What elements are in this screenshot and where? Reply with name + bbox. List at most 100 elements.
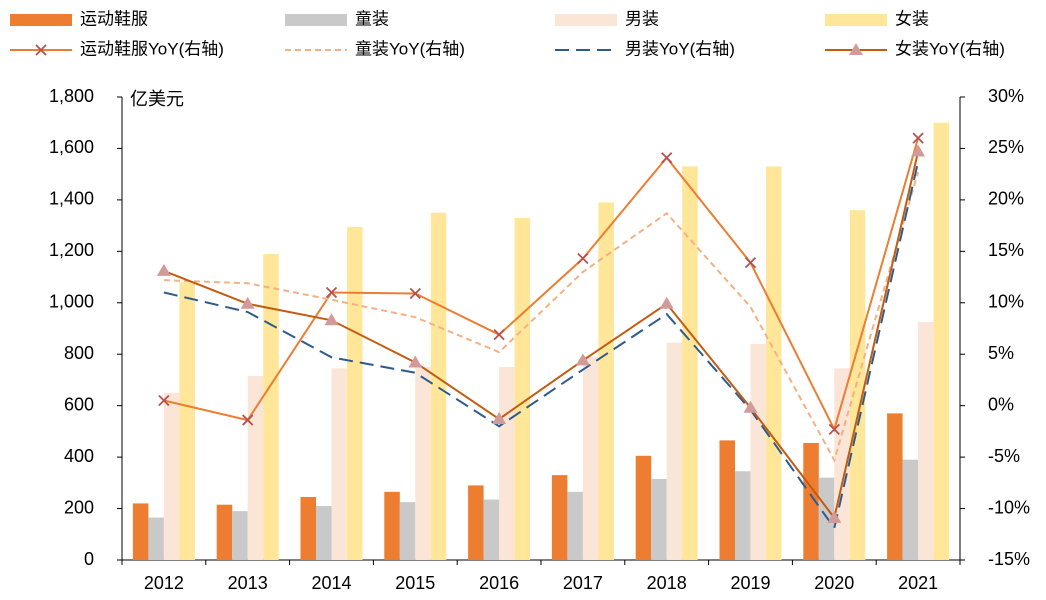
x-tick-label: 2013 — [228, 573, 268, 593]
marker — [409, 287, 421, 300]
y2-tick-label: -10% — [988, 497, 1030, 517]
line — [163, 161, 920, 531]
marker — [661, 152, 673, 164]
bar — [567, 491, 583, 560]
x-tick-label: 2014 — [311, 573, 351, 593]
y2-tick-label: 20% — [988, 189, 1024, 209]
legend-marker — [849, 43, 863, 55]
x-tick-label: 2017 — [563, 573, 603, 593]
marker — [827, 510, 842, 523]
bar — [316, 505, 332, 560]
bar — [263, 253, 279, 560]
marker — [912, 132, 924, 144]
x-tick-label: 2012 — [144, 573, 184, 593]
y-tick-label: 0 — [84, 549, 94, 569]
bar — [232, 511, 248, 560]
marker — [493, 329, 505, 341]
legend-swatch — [285, 14, 347, 26]
marker — [575, 353, 590, 366]
bar — [582, 356, 599, 560]
legend-label: 女装 — [895, 9, 929, 28]
bar — [247, 376, 264, 560]
marker — [325, 286, 338, 299]
legend-swatch — [825, 14, 887, 26]
bar — [933, 122, 950, 560]
x-tick-label: 2018 — [647, 573, 687, 593]
y2-tick-label: 25% — [988, 137, 1024, 157]
line — [163, 171, 920, 463]
line — [163, 151, 920, 521]
x-tick-label: 2015 — [395, 573, 435, 593]
legend-label: 男装 — [625, 9, 659, 28]
marker — [577, 252, 589, 265]
bar — [682, 166, 698, 560]
bar — [300, 496, 316, 560]
x-tick-label: 2016 — [479, 573, 519, 593]
y-tick-label: 1,000 — [49, 292, 94, 312]
bar — [483, 499, 500, 560]
marker — [408, 355, 423, 368]
marker — [324, 313, 339, 326]
legend-swatch — [555, 14, 617, 26]
y-tick-label: 600 — [64, 394, 94, 414]
legend-label: 童装 — [355, 9, 389, 28]
x-tick-label: 2021 — [898, 573, 938, 593]
y-tick-label: 1,400 — [49, 189, 94, 209]
y2-tick-label: -15% — [988, 549, 1030, 569]
marker — [743, 400, 758, 413]
bar — [468, 485, 484, 560]
bar — [803, 442, 819, 560]
marker — [158, 394, 170, 407]
bar — [179, 282, 195, 560]
y-tick-label: 1,800 — [49, 86, 94, 106]
marker — [156, 263, 171, 276]
bar — [499, 367, 515, 560]
y2-tick-label: 10% — [988, 292, 1024, 312]
marker — [744, 257, 757, 269]
bar — [849, 210, 866, 560]
y2-tick-label: 30% — [988, 86, 1024, 106]
bar — [766, 166, 782, 560]
legend-label: 女装YoY(右轴) — [895, 39, 1005, 58]
y-tick-label: 400 — [64, 446, 94, 466]
y-tick-label: 1,600 — [49, 137, 94, 157]
marker — [492, 412, 507, 425]
marker — [911, 144, 926, 157]
marker — [242, 414, 254, 426]
legend-label: 运动鞋服YoY(右轴) — [80, 39, 224, 58]
y-tick-label: 800 — [64, 343, 94, 363]
unit-annotation: 亿美元 — [130, 89, 184, 109]
bar — [598, 202, 614, 560]
bar — [163, 392, 180, 560]
bar — [666, 342, 683, 560]
legend-label: 男装YoY(右轴) — [625, 39, 735, 58]
bar — [719, 440, 735, 560]
legend-swatch — [10, 14, 72, 26]
y2-tick-label: 5% — [988, 343, 1014, 363]
y-tick-label: 200 — [64, 497, 94, 517]
x-tick-label: 2019 — [730, 573, 770, 593]
bar — [347, 226, 363, 560]
bar — [902, 459, 919, 560]
bar — [551, 475, 568, 560]
bar — [635, 455, 652, 560]
y2-tick-label: -5% — [988, 446, 1020, 466]
y2-tick-label: 0% — [988, 394, 1014, 414]
bar — [514, 217, 531, 560]
y2-tick-label: 15% — [988, 240, 1024, 260]
bar — [331, 368, 347, 560]
marker — [828, 423, 840, 435]
legend-label: 运动鞋服 — [80, 9, 148, 28]
line — [163, 137, 920, 433]
bar — [384, 491, 400, 560]
x-tick-label: 2020 — [814, 573, 854, 593]
marker — [659, 296, 674, 309]
bar — [148, 517, 164, 560]
bar — [651, 478, 667, 560]
legend-label: 童装YoY(右轴) — [355, 39, 465, 58]
bar — [399, 502, 416, 560]
bar — [750, 343, 766, 560]
bar — [415, 367, 431, 560]
bar — [216, 504, 233, 560]
